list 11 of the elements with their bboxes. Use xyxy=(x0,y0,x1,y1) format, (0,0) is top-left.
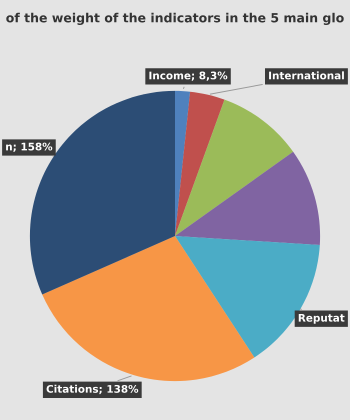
pie-slice xyxy=(175,100,294,236)
pie-slice xyxy=(42,236,254,382)
slice-label: n; 158% xyxy=(6,142,52,152)
slice-label: Reputat xyxy=(298,314,345,324)
chart-title: of the weight of the indicators in the 5 main glo xyxy=(6,12,344,25)
slice-label: Income; 8,3% xyxy=(149,72,228,81)
pie-slice xyxy=(175,90,190,236)
pie-slice xyxy=(175,152,320,245)
pie-slice xyxy=(175,92,225,236)
slice-label: International xyxy=(269,71,344,80)
slice-label: Citations; 138% xyxy=(46,384,138,394)
